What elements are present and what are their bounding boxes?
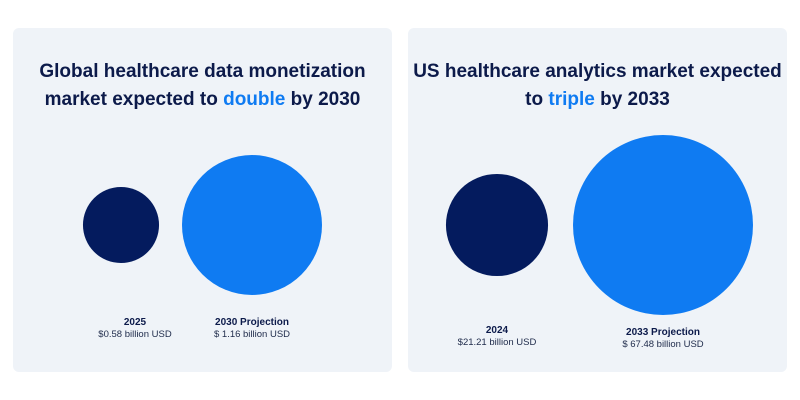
left-title-highlight: double xyxy=(223,89,286,110)
right-bubble-label-1: 2024 $21.21 billion USD xyxy=(422,325,572,349)
left-bubble-chart xyxy=(82,155,322,295)
right-bubble-2 xyxy=(573,135,753,315)
right-chart-panel: US healthcare analytics market expected … xyxy=(408,28,787,372)
left-bubble-2 xyxy=(182,155,322,295)
left-bubble-2-category: 2030 Projection xyxy=(215,317,289,328)
right-title-highlight: triple xyxy=(548,89,595,110)
right-bubble-chart xyxy=(445,135,753,315)
right-bubble-1-value: $21.21 billion USD xyxy=(457,337,537,348)
left-bubble-1-category: 2025 xyxy=(123,317,147,328)
right-bubble-2-value: $ 67.48 billion USD xyxy=(622,339,704,350)
left-bubble-2-value: $ 1.16 billion USD xyxy=(213,329,291,340)
right-bubble-label-2: 2033 Projection $ 67.48 billion USD xyxy=(588,327,738,351)
right-chart-title: US healthcare analytics market expected … xyxy=(413,61,782,110)
left-chart-title: Global healthcare data monetization mark… xyxy=(39,61,366,110)
left-bubble-label-1: 2025 $0.58 billion USD xyxy=(60,317,210,341)
left-bubble-1 xyxy=(82,186,160,264)
left-bubble-1-value: $0.58 billion USD xyxy=(98,329,172,340)
left-bubble-label-2: 2030 Projection $ 1.16 billion USD xyxy=(177,317,327,341)
right-bubble-2-category: 2033 Projection xyxy=(626,327,700,338)
right-bubble-1-category: 2024 xyxy=(485,325,509,336)
right-bubble-1 xyxy=(445,173,549,277)
left-chart-panel: Global healthcare data monetization mark… xyxy=(13,28,392,372)
